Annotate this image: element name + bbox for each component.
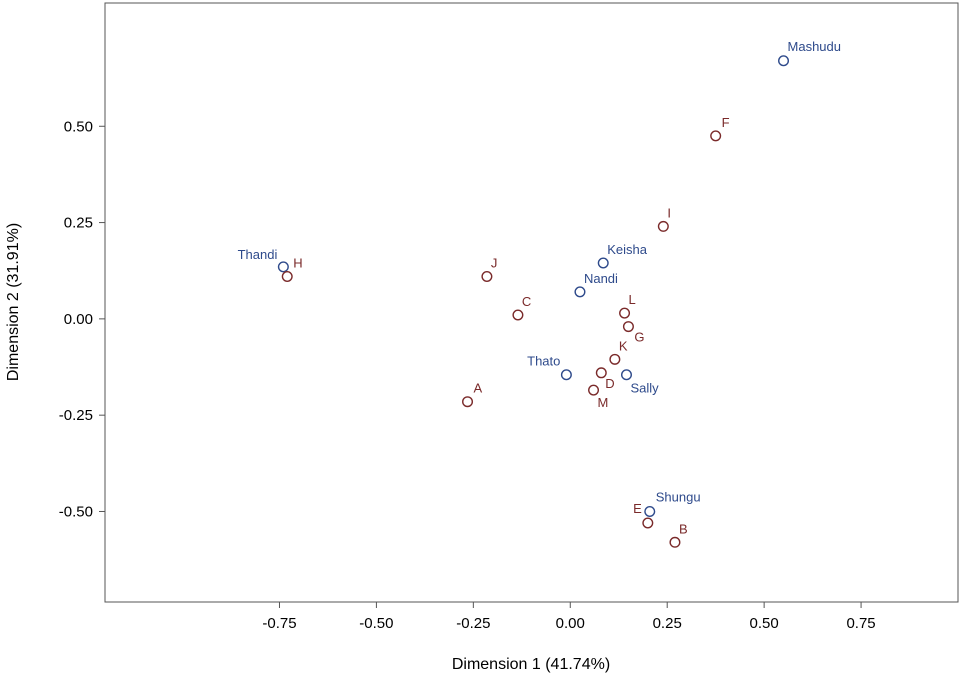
x-axis-title: Dimension 1 (41.74%) — [452, 656, 610, 673]
x-tick-label: 0.00 — [556, 615, 585, 632]
x-tick-label: 0.50 — [750, 615, 779, 632]
y-tick-label: 0.25 — [64, 215, 93, 232]
point-label: Keisha — [607, 242, 648, 257]
y-tick-label: 0.50 — [64, 118, 93, 135]
y-axis-title: Dimension 2 (31.91%) — [5, 223, 22, 381]
data-point — [644, 505, 656, 517]
point-label: G — [634, 330, 644, 345]
data-point — [597, 257, 609, 269]
data-point — [619, 307, 631, 319]
point-label: C — [522, 294, 531, 309]
data-point — [657, 220, 669, 232]
data-point — [560, 369, 572, 381]
x-tick-label: -0.50 — [359, 615, 393, 632]
point-label: I — [667, 205, 671, 220]
data-point — [620, 369, 632, 381]
point-label: F — [722, 115, 730, 130]
y-tick-label: 0.00 — [64, 311, 93, 328]
data-point — [642, 517, 654, 529]
x-tick-label: -0.25 — [456, 615, 490, 632]
point-label: Nandi — [584, 271, 618, 286]
data-point — [574, 286, 586, 298]
data-point — [669, 536, 681, 548]
point-label: L — [629, 292, 636, 307]
x-tick-label: -0.75 — [262, 615, 296, 632]
point-label: D — [605, 376, 614, 391]
point-label: J — [491, 255, 498, 270]
data-point — [778, 55, 790, 67]
point-label: Thato — [527, 354, 560, 369]
data-point — [609, 353, 621, 365]
data-point — [595, 367, 607, 379]
data-points: Mashudu Thandi Keisha Nandi Thato Sally Shungu… — [238, 39, 841, 548]
x-tick-label: 0.75 — [846, 615, 875, 632]
x-tick-label: 0.25 — [653, 615, 682, 632]
plot-frame — [104, 2, 959, 603]
data-point — [588, 384, 600, 396]
data-point — [277, 261, 289, 273]
point-label: Mashudu — [788, 39, 841, 54]
y-tick-label: -0.50 — [59, 503, 93, 520]
data-point — [710, 130, 722, 142]
data-point — [622, 321, 634, 333]
point-label: Thandi — [238, 247, 278, 262]
point-label: K — [619, 338, 628, 353]
data-point — [462, 396, 474, 408]
x-axis: -0.75 -0.50 -0.25 0.00 0.25 0.50 0.75 — [262, 602, 876, 632]
point-label: B — [679, 521, 688, 536]
point-label: Sally — [630, 381, 659, 396]
point-label: A — [474, 381, 483, 396]
data-point — [481, 270, 493, 282]
point-label: H — [293, 255, 302, 270]
point-label: Shungu — [656, 489, 701, 504]
point-label: E — [633, 501, 642, 516]
data-point — [512, 309, 524, 321]
y-axis: -0.50 -0.25 0.00 0.25 0.50 — [59, 118, 105, 520]
y-tick-label: -0.25 — [59, 407, 93, 424]
data-point — [281, 270, 293, 282]
point-label: M — [598, 395, 609, 410]
